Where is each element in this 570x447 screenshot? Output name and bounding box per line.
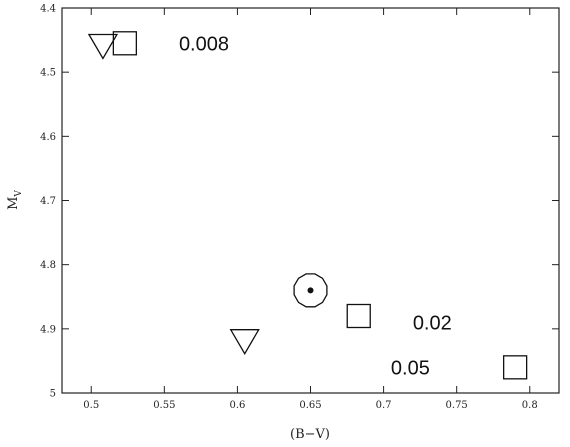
metallicity-label: 0.008 bbox=[179, 33, 229, 55]
square-marker bbox=[346, 303, 371, 329]
y-axis-label-main: M bbox=[6, 197, 21, 210]
y-axis-label-group: MV bbox=[6, 190, 24, 210]
triangle-marker bbox=[229, 329, 260, 355]
x-tick-label: 0.8 bbox=[522, 400, 538, 411]
x-tick-label: 0.7 bbox=[376, 400, 392, 411]
x-tick-label: 0.6 bbox=[229, 400, 245, 411]
x-tick-label: 0.65 bbox=[299, 400, 321, 411]
x-tick-label: 0.5 bbox=[83, 400, 99, 411]
y-tick-label: 4.6 bbox=[40, 132, 56, 143]
y-tick-label: 4.5 bbox=[40, 68, 56, 79]
data-marks bbox=[87, 31, 528, 380]
square-marker bbox=[502, 355, 528, 380]
triangle-marker bbox=[87, 33, 119, 60]
x-axis: 0.5 0.55 0.6 0.65 0.7 0.75 0.8 bbox=[83, 8, 538, 411]
sun-symbol-dot bbox=[307, 287, 314, 294]
square-marker bbox=[112, 31, 138, 56]
x-axis-label: (B−V) bbox=[290, 427, 330, 442]
annotations: 0.008 0.02 0.05 bbox=[179, 33, 452, 379]
metallicity-label: 0.02 bbox=[413, 312, 452, 334]
y-axis-label-subscript: V bbox=[14, 190, 24, 198]
x-tick-label: 0.75 bbox=[446, 400, 468, 411]
plot-frame bbox=[61, 7, 560, 394]
y-axis-label: MV bbox=[6, 190, 24, 210]
y-tick-label: 4.4 bbox=[40, 4, 56, 15]
x-tick-label: 0.55 bbox=[153, 400, 175, 411]
metallicity-label: 0.05 bbox=[391, 357, 430, 379]
y-axis: 4.4 4.5 4.6 4.7 4.8 4.9 5 bbox=[40, 4, 559, 400]
y-tick-label: 4.9 bbox=[40, 324, 56, 335]
sun-symbol-ring bbox=[293, 273, 328, 308]
sun-symbol-marker bbox=[293, 273, 328, 308]
y-tick-label: 5 bbox=[50, 389, 56, 400]
y-tick-label: 4.7 bbox=[40, 196, 56, 207]
y-tick-label: 4.8 bbox=[40, 260, 56, 271]
